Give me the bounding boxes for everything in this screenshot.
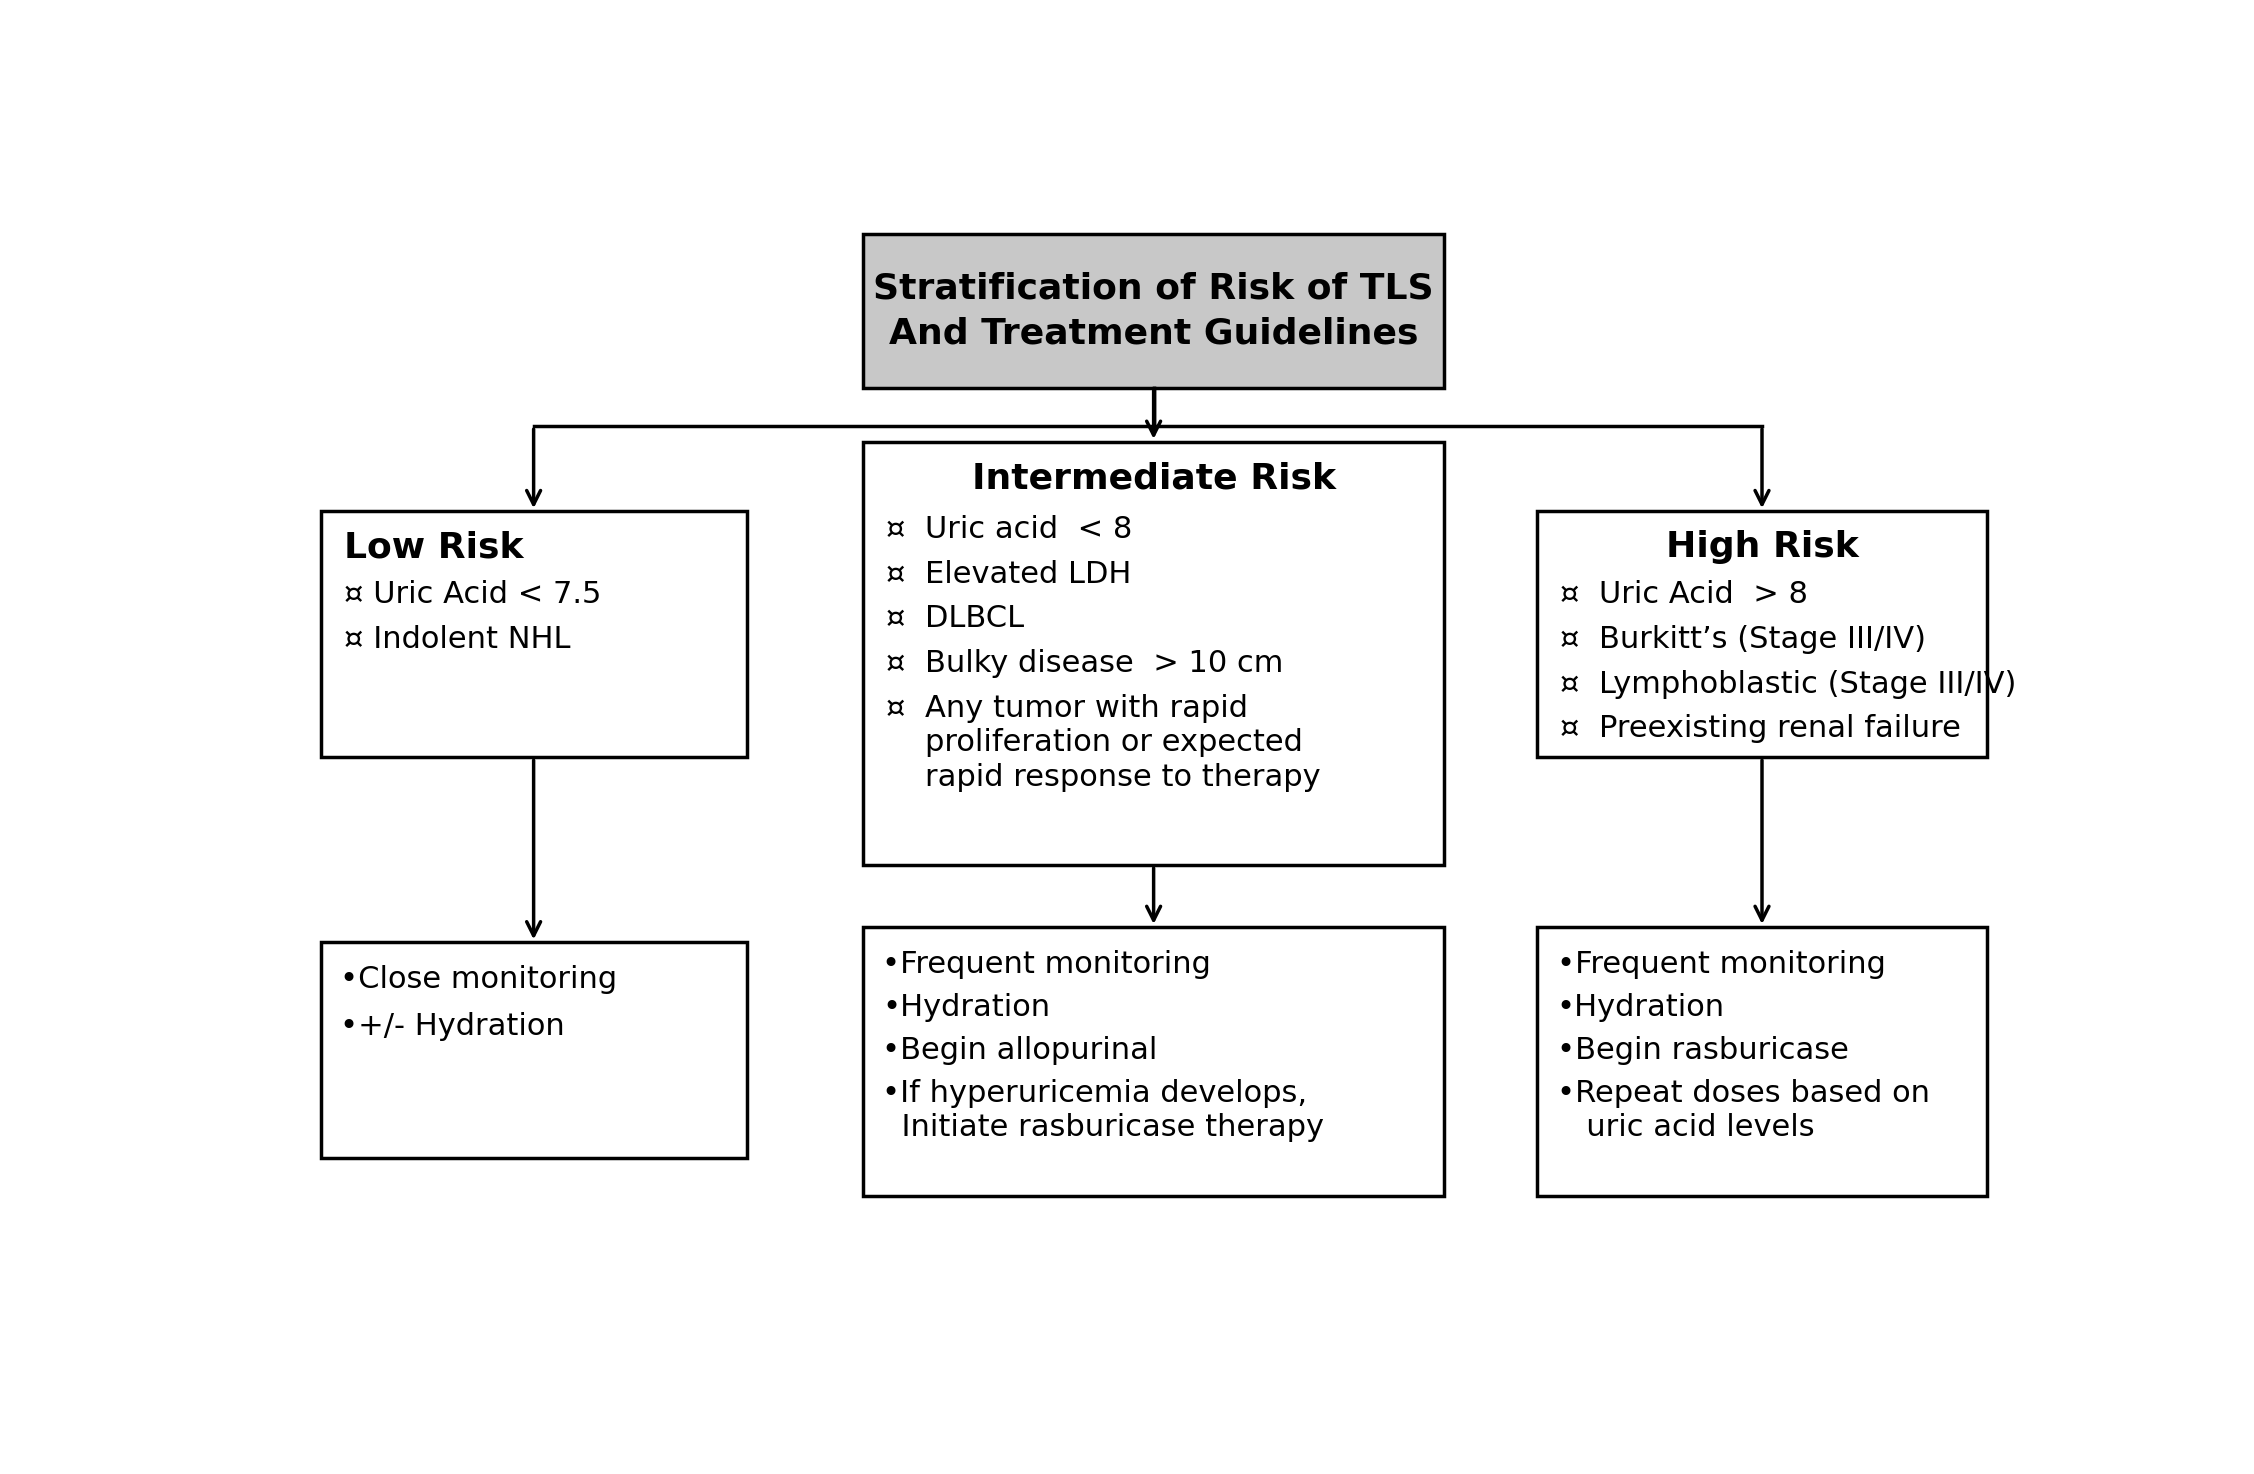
Text: ¤  Any tumor with rapid: ¤ Any tumor with rapid	[886, 694, 1249, 722]
Text: Stratification of Risk of TLS
And Treatment Guidelines: Stratification of Risk of TLS And Treatm…	[872, 271, 1434, 351]
Bar	[863, 927, 1445, 1197]
Text: •Frequent monitoring: •Frequent monitoring	[1558, 949, 1887, 979]
Text: High Risk: High Risk	[1666, 531, 1857, 565]
Text: •Repeat doses based on: •Repeat doses based on	[1558, 1079, 1929, 1108]
Text: Intermediate Risk: Intermediate Risk	[971, 461, 1337, 495]
Text: •+/- Hydration: •+/- Hydration	[340, 1011, 564, 1041]
Text: •Close monitoring: •Close monitoring	[340, 965, 618, 995]
Text: rapid response to therapy: rapid response to therapy	[886, 764, 1321, 792]
Text: uric acid levels: uric acid levels	[1558, 1113, 1814, 1142]
Text: ¤  Elevated LDH: ¤ Elevated LDH	[886, 560, 1132, 588]
Bar	[863, 442, 1445, 865]
Text: •Frequent monitoring: •Frequent monitoring	[881, 949, 1210, 979]
Text: proliferation or expected: proliferation or expected	[886, 728, 1303, 758]
Text: •Begin rasburicase: •Begin rasburicase	[1558, 1036, 1848, 1066]
Text: ¤  Bulky disease  > 10 cm: ¤ Bulky disease > 10 cm	[886, 649, 1283, 678]
Bar	[1537, 511, 1986, 758]
Text: •Hydration: •Hydration	[881, 993, 1050, 1021]
Text: ¤  Uric Acid  > 8: ¤ Uric Acid > 8	[1560, 581, 1808, 609]
Bar	[320, 942, 746, 1159]
Text: ¤  Uric acid  < 8: ¤ Uric acid < 8	[886, 514, 1132, 544]
Text: ¤ Uric Acid < 7.5: ¤ Uric Acid < 7.5	[345, 581, 602, 609]
Bar	[1537, 927, 1986, 1197]
Text: ¤ Indolent NHL: ¤ Indolent NHL	[345, 625, 570, 654]
Text: ¤  Preexisting renal failure: ¤ Preexisting renal failure	[1560, 715, 1961, 743]
Text: ¤  DLBCL: ¤ DLBCL	[886, 604, 1023, 634]
Text: •Begin allopurinal: •Begin allopurinal	[881, 1036, 1159, 1066]
Bar	[320, 511, 746, 758]
Text: ¤  Burkitt’s (Stage III/IV): ¤ Burkitt’s (Stage III/IV)	[1560, 625, 1927, 654]
Bar	[863, 234, 1445, 388]
Text: ¤  Lymphoblastic (Stage III/IV): ¤ Lymphoblastic (Stage III/IV)	[1560, 669, 2017, 699]
Text: Initiate rasburicase therapy: Initiate rasburicase therapy	[881, 1113, 1325, 1142]
Text: •Hydration: •Hydration	[1558, 993, 1724, 1021]
Text: Low Risk: Low Risk	[345, 531, 523, 565]
Text: •If hyperuricemia develops,: •If hyperuricemia develops,	[881, 1079, 1307, 1108]
